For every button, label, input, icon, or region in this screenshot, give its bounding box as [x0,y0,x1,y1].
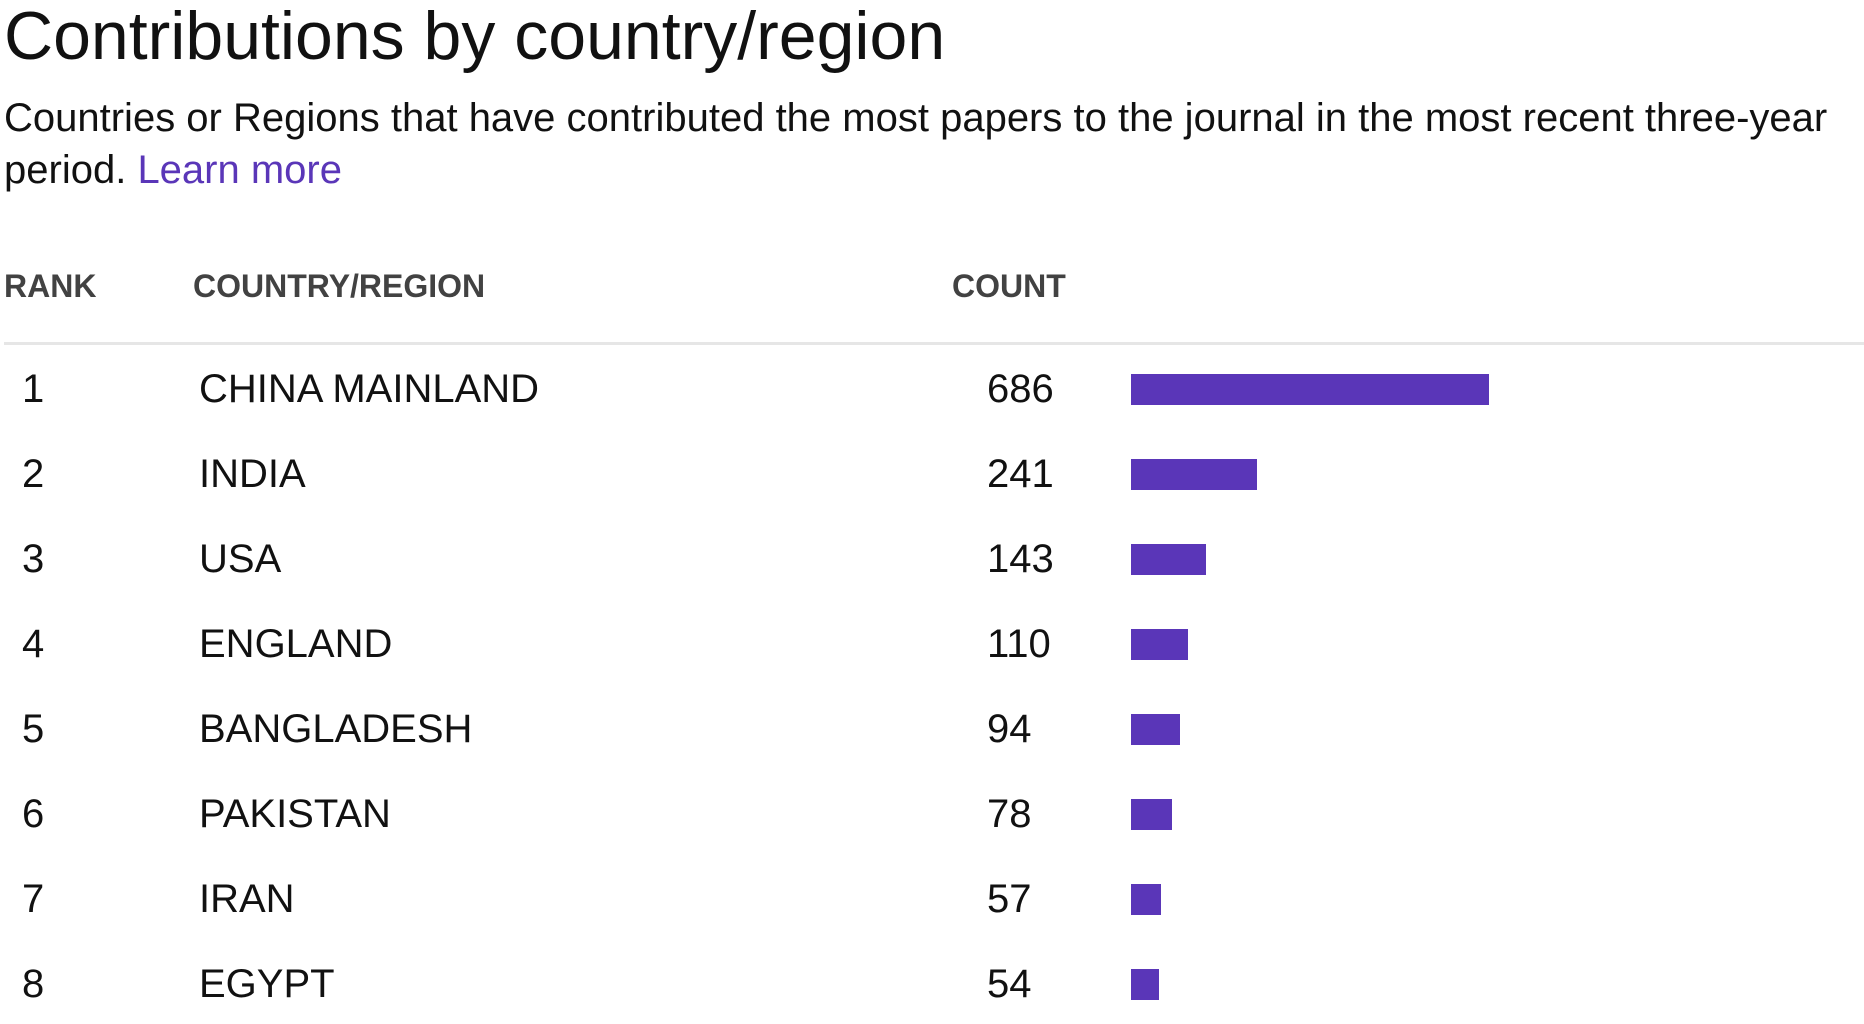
column-header-count: COUNT [952,268,1066,304]
table-row: 1 CHINA MAINLAND 686 [0,349,1864,429]
count-cell: 143 [987,537,1054,581]
header-divider [4,342,1864,345]
column-header-country: COUNTRY/REGION [193,268,486,304]
table-row: 3 USA 143 [0,519,1864,599]
count-cell: 78 [987,792,1032,836]
count-bar [1131,374,1489,405]
rank-cell: 2 [22,452,45,496]
table-row: 7 IRAN 57 [0,859,1864,939]
count-bar [1131,799,1172,830]
count-cell: 241 [987,452,1054,496]
count-cell: 94 [987,707,1032,751]
rank-cell: 4 [22,622,45,666]
country-cell: PAKISTAN [199,792,391,836]
count-bar [1131,714,1180,745]
count-bar [1131,629,1188,660]
country-cell: INDIA [199,452,306,496]
rank-cell: 6 [22,792,45,836]
learn-more-link[interactable]: Learn more [137,148,342,192]
table-row: 8 EGYPT 54 [0,944,1864,1024]
rank-cell: 5 [22,707,45,751]
table-row: 5 BANGLADESH 94 [0,689,1864,769]
count-cell: 686 [987,367,1054,411]
rank-cell: 7 [22,877,45,921]
country-cell: EGYPT [199,962,335,1006]
page-subtitle: Countries or Regions that have contribut… [4,92,1860,196]
count-bar [1131,969,1159,1000]
rank-cell: 3 [22,537,45,581]
table-row: 2 INDIA 241 [0,434,1864,514]
count-cell: 54 [987,962,1032,1006]
count-cell: 57 [987,877,1032,921]
count-bar [1131,544,1206,575]
subtitle-text: Countries or Regions that have contribut… [4,96,1828,192]
country-cell: USA [199,537,282,581]
country-cell: CHINA MAINLAND [199,367,540,411]
country-cell: BANGLADESH [199,707,473,751]
rank-cell: 1 [22,367,45,411]
count-cell: 110 [987,622,1051,666]
table-row: 6 PAKISTAN 78 [0,774,1864,854]
rank-cell: 8 [22,962,45,1006]
column-header-rank: RANK [4,268,97,304]
count-bar [1131,459,1257,490]
country-cell: IRAN [199,877,295,921]
table-row: 4 ENGLAND 110 [0,604,1864,684]
country-cell: ENGLAND [199,622,393,666]
count-bar [1131,884,1161,915]
page-title: Contributions by country/region [4,0,946,74]
